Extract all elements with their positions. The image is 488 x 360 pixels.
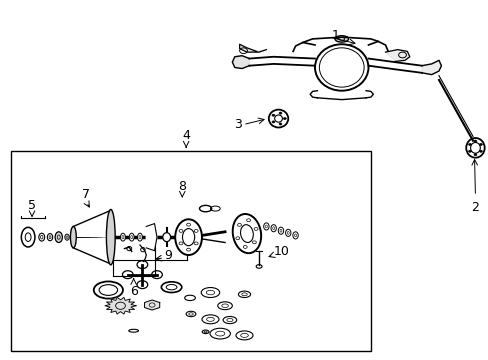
Polygon shape <box>239 44 266 52</box>
Ellipse shape <box>256 265 262 268</box>
Ellipse shape <box>65 234 69 240</box>
Ellipse shape <box>126 247 131 251</box>
Circle shape <box>137 281 147 289</box>
Circle shape <box>468 150 470 152</box>
Text: 7: 7 <box>82 188 90 202</box>
Text: 5: 5 <box>28 199 36 212</box>
Circle shape <box>473 140 476 142</box>
Ellipse shape <box>120 233 125 241</box>
Circle shape <box>279 123 282 125</box>
Ellipse shape <box>465 138 484 158</box>
Text: 3: 3 <box>234 118 242 131</box>
Circle shape <box>271 114 274 116</box>
Ellipse shape <box>141 248 145 252</box>
Text: 1: 1 <box>331 29 339 42</box>
Ellipse shape <box>21 227 35 247</box>
Text: 10: 10 <box>273 245 289 258</box>
Circle shape <box>122 271 133 279</box>
Ellipse shape <box>39 233 44 241</box>
Ellipse shape <box>223 316 236 324</box>
Polygon shape <box>105 297 136 314</box>
Polygon shape <box>146 224 157 251</box>
Circle shape <box>151 271 162 279</box>
Circle shape <box>468 143 470 145</box>
Text: 4: 4 <box>182 130 190 143</box>
Polygon shape <box>385 50 409 62</box>
Ellipse shape <box>209 328 230 339</box>
Ellipse shape <box>278 227 283 234</box>
Polygon shape <box>144 300 160 310</box>
Polygon shape <box>232 56 249 68</box>
Ellipse shape <box>175 219 202 255</box>
Ellipse shape <box>128 329 138 332</box>
Ellipse shape <box>334 36 348 42</box>
Ellipse shape <box>285 229 290 237</box>
Ellipse shape <box>292 232 298 239</box>
Ellipse shape <box>186 311 196 317</box>
Circle shape <box>473 154 476 156</box>
Text: 8: 8 <box>178 180 186 193</box>
Ellipse shape <box>70 226 76 248</box>
Ellipse shape <box>184 295 195 301</box>
Ellipse shape <box>106 210 115 265</box>
Ellipse shape <box>129 233 134 241</box>
Ellipse shape <box>263 223 268 230</box>
Circle shape <box>271 121 274 123</box>
Text: 9: 9 <box>164 248 172 261</box>
Ellipse shape <box>236 331 252 340</box>
Circle shape <box>279 112 282 114</box>
Ellipse shape <box>217 302 232 310</box>
Ellipse shape <box>202 330 208 334</box>
Ellipse shape <box>55 232 62 243</box>
Ellipse shape <box>232 214 261 253</box>
Ellipse shape <box>137 233 142 241</box>
Circle shape <box>479 150 481 152</box>
Polygon shape <box>421 60 441 75</box>
Text: 2: 2 <box>470 202 478 215</box>
Circle shape <box>283 117 286 120</box>
Ellipse shape <box>47 234 53 241</box>
Ellipse shape <box>238 291 250 297</box>
Polygon shape <box>73 210 111 264</box>
Circle shape <box>137 261 147 269</box>
Ellipse shape <box>270 225 276 232</box>
Text: 6: 6 <box>129 285 137 298</box>
Circle shape <box>479 143 481 145</box>
Ellipse shape <box>163 233 170 242</box>
Bar <box>11 152 370 351</box>
Ellipse shape <box>201 288 219 297</box>
Ellipse shape <box>268 110 287 127</box>
Ellipse shape <box>202 315 219 324</box>
